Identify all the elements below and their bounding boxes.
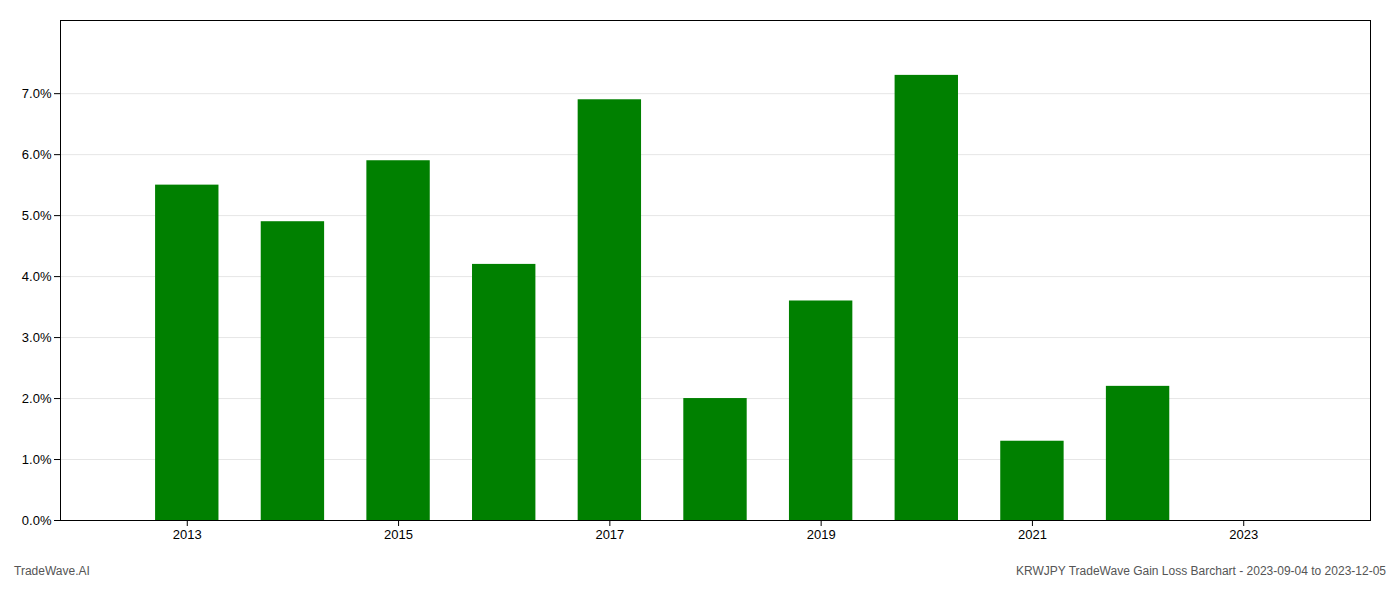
svg-text:0.0%: 0.0% (22, 513, 52, 528)
svg-text:5.0%: 5.0% (22, 208, 52, 223)
svg-text:6.0%: 6.0% (22, 147, 52, 162)
svg-text:2023: 2023 (1229, 527, 1258, 542)
svg-text:2017: 2017 (595, 527, 624, 542)
svg-text:4.0%: 4.0% (22, 269, 52, 284)
svg-text:2021: 2021 (1018, 527, 1047, 542)
svg-text:2.0%: 2.0% (22, 391, 52, 406)
html-text:TradeWave.AI: TradeWave.AI (14, 564, 90, 578)
svg-text:2015: 2015 (384, 527, 413, 542)
svg-text:2019: 2019 (807, 527, 836, 542)
svg-text:3.0%: 3.0% (22, 330, 52, 345)
svg-text:7.0%: 7.0% (22, 86, 52, 101)
svg-text:2013: 2013 (173, 527, 202, 542)
html-text:KRWJPY TradeWave Gain Loss Bar: KRWJPY TradeWave Gain Loss Barchart - 20… (1016, 564, 1386, 578)
svg-text:1.0%: 1.0% (22, 452, 52, 467)
